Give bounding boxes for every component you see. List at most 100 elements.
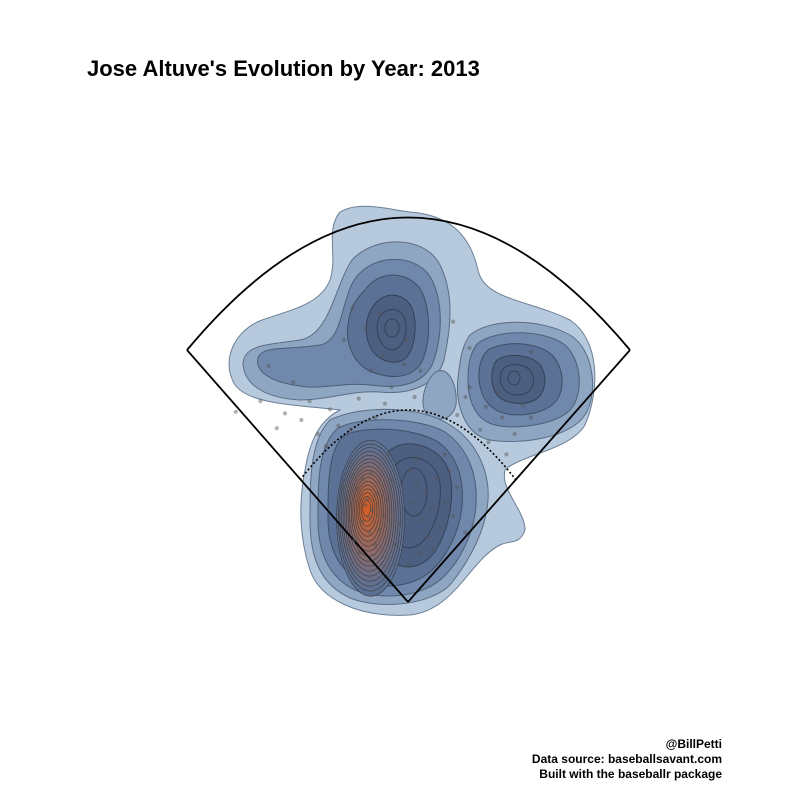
right-foul-line bbox=[407, 349, 631, 603]
batted-ball-point bbox=[356, 396, 361, 401]
batted-ball-point bbox=[442, 501, 447, 506]
batted-ball-point bbox=[328, 407, 333, 412]
batted-ball-point bbox=[377, 311, 382, 316]
credit-package: Built with the baseballr package bbox=[539, 767, 722, 781]
batted-ball-point bbox=[350, 306, 355, 311]
density-layer-4b bbox=[491, 354, 546, 404]
batted-ball-point bbox=[463, 530, 468, 535]
batted-ball-point bbox=[336, 513, 341, 519]
batted-ball-point bbox=[442, 452, 447, 457]
density-ring-rf-inner bbox=[499, 364, 534, 396]
batted-ball-point bbox=[282, 411, 288, 416]
batted-ball-point bbox=[323, 444, 329, 449]
batted-ball-point bbox=[340, 485, 345, 490]
batted-ball-point bbox=[414, 481, 419, 486]
batted-ball-point bbox=[266, 363, 271, 368]
batted-ball-point bbox=[426, 534, 431, 539]
batted-ball-point bbox=[356, 550, 361, 555]
batted-ball-point bbox=[397, 522, 402, 527]
batted-ball-point bbox=[373, 542, 378, 547]
batted-ball-point bbox=[389, 476, 394, 482]
batted-ball-point bbox=[438, 526, 443, 531]
batted-ball-point bbox=[355, 486, 360, 491]
batted-ball-point bbox=[528, 415, 534, 420]
batted-ball-point bbox=[385, 452, 390, 457]
field-outline bbox=[186, 216, 631, 603]
batted-ball-point bbox=[451, 319, 456, 324]
batted-ball-point bbox=[381, 353, 386, 359]
density-ring-cf-core bbox=[384, 318, 400, 338]
batted-ball-point bbox=[496, 390, 501, 395]
batted-ball-point bbox=[351, 538, 356, 543]
batted-ball-point bbox=[418, 368, 423, 373]
batted-ball-point bbox=[412, 394, 417, 400]
batted-ball-point bbox=[341, 337, 347, 342]
batted-ball-point bbox=[418, 550, 423, 555]
batted-ball-point bbox=[467, 345, 472, 350]
batted-ball-point bbox=[512, 431, 517, 436]
batted-ball-point bbox=[291, 380, 296, 385]
batted-ball-point bbox=[363, 326, 368, 331]
batted-ball-point bbox=[414, 456, 419, 461]
chart-title: Jose Altuve's Evolution by Year: 2013 bbox=[87, 56, 480, 81]
batted-ball-point bbox=[348, 427, 353, 432]
batted-ball-point bbox=[233, 409, 238, 414]
batted-ball-point bbox=[385, 497, 390, 502]
batted-ball-point bbox=[420, 517, 425, 523]
density-contour bbox=[362, 499, 371, 517]
batted-ball-point bbox=[446, 468, 452, 473]
batted-ball-point bbox=[307, 399, 312, 404]
batted-ball-point bbox=[364, 497, 370, 502]
batted-ball-point bbox=[407, 468, 412, 473]
credits: @BillPetti Data source: baseballsavant.c… bbox=[532, 737, 722, 782]
batted-ball-point bbox=[373, 415, 378, 420]
batted-ball-point bbox=[336, 423, 341, 428]
batted-ball-point bbox=[463, 394, 468, 400]
batted-ball-point bbox=[504, 452, 509, 457]
left-foul-line bbox=[186, 349, 409, 603]
credit-source: Data source: baseballsavant.com bbox=[531, 752, 722, 766]
batted-ball-point bbox=[315, 431, 320, 436]
batted-ball-point bbox=[366, 514, 371, 519]
batted-ball-point bbox=[410, 501, 415, 506]
batted-ball-point bbox=[430, 505, 435, 510]
credit-author: @BillPetti bbox=[665, 737, 722, 751]
batted-ball-point bbox=[520, 403, 525, 408]
batted-ball-point bbox=[344, 497, 349, 502]
batted-ball-point bbox=[360, 476, 365, 482]
batted-ball-point bbox=[369, 368, 374, 373]
infield-arc bbox=[299, 409, 517, 481]
batted-ball-point bbox=[369, 508, 374, 513]
batted-ball-point bbox=[363, 503, 368, 508]
outfield-wall bbox=[186, 216, 631, 351]
batted-ball-point bbox=[389, 385, 394, 390]
density-hotspot bbox=[336, 439, 405, 597]
batted-ball-point bbox=[360, 519, 365, 524]
batted-ball-point bbox=[434, 476, 439, 482]
density-ring-cf-inner bbox=[376, 308, 407, 351]
batted-ball-point bbox=[382, 401, 388, 406]
batted-ball-point bbox=[455, 485, 460, 490]
density-layer-1c bbox=[422, 370, 457, 420]
batted-ball-point bbox=[500, 415, 505, 420]
batted-ball-point bbox=[393, 542, 398, 547]
batted-ball-point bbox=[467, 385, 472, 390]
density-ring-rf-core bbox=[507, 370, 521, 386]
batted-ball-point bbox=[430, 546, 435, 551]
batted-ball-point bbox=[528, 349, 534, 354]
batted-ball-point bbox=[478, 427, 483, 432]
batted-ball-point bbox=[369, 470, 374, 475]
batted-ball-point bbox=[404, 337, 409, 342]
batted-ball-point bbox=[367, 530, 372, 535]
batted-ball-point bbox=[483, 404, 488, 409]
batted-ball-point bbox=[486, 440, 491, 445]
batted-ball-point bbox=[348, 517, 353, 523]
batted-ball-points bbox=[233, 306, 534, 568]
batted-ball-point bbox=[381, 513, 386, 519]
batted-ball-point bbox=[455, 412, 460, 418]
batted-ball-point bbox=[423, 489, 429, 494]
batted-ball-point bbox=[405, 563, 411, 568]
density-layer-4 bbox=[365, 294, 416, 363]
batted-ball-point bbox=[299, 417, 304, 423]
